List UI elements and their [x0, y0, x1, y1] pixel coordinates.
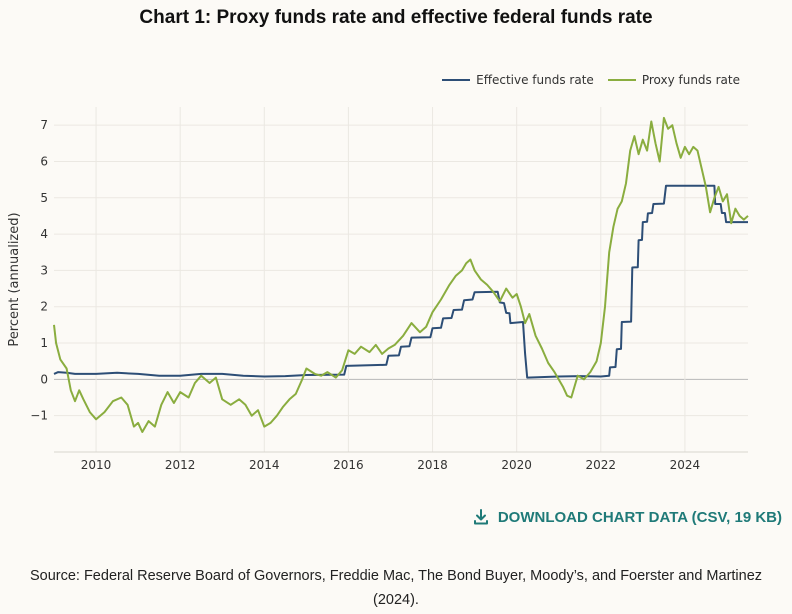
legend-item-proxy[interactable]: Proxy funds rate: [607, 73, 740, 87]
proxy-funds-rate-line: [53, 116, 749, 433]
y-tick-label: 5: [40, 191, 48, 205]
y-tick-label: 1: [40, 336, 48, 350]
y-tick-label: 0: [40, 372, 48, 386]
y-tick-label: −1: [30, 409, 48, 423]
y-tick-label: 4: [40, 227, 48, 241]
legend-swatch-proxy: [607, 79, 636, 81]
download-chart-data-button[interactable]: DOWNLOAD CHART DATA (CSV, 19 KB): [472, 508, 782, 526]
x-tick-label: 2018: [417, 458, 448, 472]
legend-item-effective[interactable]: Effective funds rate: [442, 73, 594, 87]
y-tick-label: 6: [40, 154, 48, 168]
y-tick-label: 2: [40, 300, 48, 314]
x-tick-label: 2022: [586, 458, 617, 472]
legend-swatch-effective: [442, 79, 471, 81]
chart-title: Chart 1: Proxy funds rate and effective …: [139, 7, 653, 28]
x-tick-label: 2010: [81, 458, 112, 472]
x-tick-label: 2020: [501, 458, 532, 472]
download-icon: [473, 509, 488, 525]
download-label: DOWNLOAD CHART DATA (CSV, 19 KB): [497, 508, 782, 526]
y-tick-label: 3: [40, 263, 48, 277]
source-note: Source: Federal Reserve Board of Governo…: [29, 568, 763, 608]
chart-legend: Effective funds rate Proxy funds rate: [442, 73, 740, 87]
y-tick-label: 7: [40, 118, 48, 132]
legend-label-effective: Effective funds rate: [476, 73, 594, 87]
plot-area: [54, 107, 748, 452]
effective-funds-rate-line: [53, 184, 748, 379]
x-tick-label: 2012: [165, 458, 196, 472]
legend-label-proxy: Proxy funds rate: [641, 73, 740, 87]
x-tick-label: 2016: [333, 458, 364, 472]
x-tick-label: 2024: [670, 458, 701, 472]
x-tick-label: 2014: [249, 458, 280, 472]
line-chart: −1 0 1 2 3 4 5 6 7 2010 2012 2014 2016 2018 2020 2022 20…: [7, 107, 749, 472]
y-axis-label: Percent (annualized): [7, 212, 22, 346]
